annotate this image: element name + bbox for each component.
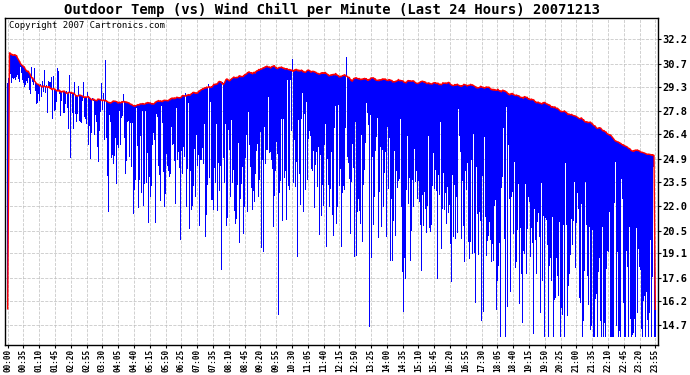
Text: Copyright 2007 Cartronics.com: Copyright 2007 Cartronics.com bbox=[9, 21, 165, 30]
Title: Outdoor Temp (vs) Wind Chill per Minute (Last 24 Hours) 20071213: Outdoor Temp (vs) Wind Chill per Minute … bbox=[63, 3, 600, 17]
